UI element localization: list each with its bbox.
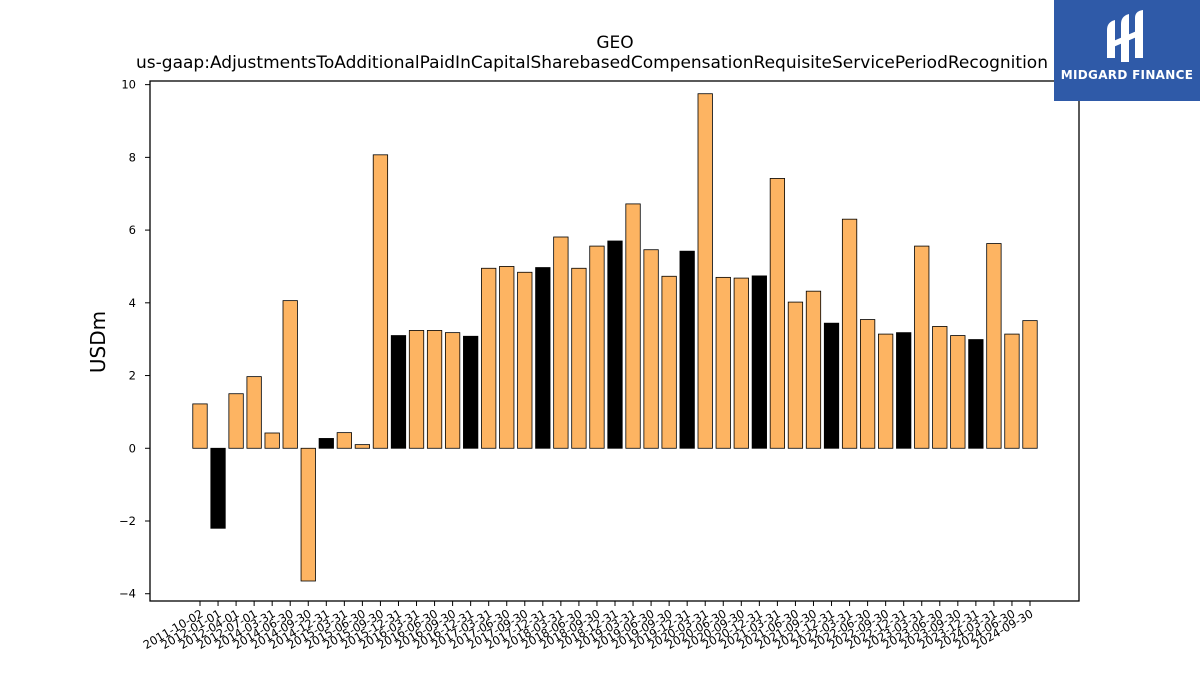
bar-2019-09-30 — [661, 275, 677, 449]
bar-2018-06-30 — [571, 267, 587, 449]
bar-2022-12-31 — [896, 332, 912, 449]
bar-2015-12-31 — [390, 335, 407, 449]
y-tick-label: −4 — [119, 587, 136, 601]
bar-2019-03-31 — [625, 203, 641, 449]
y-tick-label: −2 — [119, 514, 136, 528]
plot-frame — [149, 80, 1080, 602]
bar-2024-06-30 — [1004, 333, 1020, 449]
bar-2022-09-30 — [878, 333, 894, 449]
bar-2014-06-30 — [282, 300, 298, 449]
bar-2017-12-31 — [535, 267, 551, 449]
x-axis-ticks: 2011-10-022012-01-012012-04-012012-07-01… — [141, 601, 1036, 652]
bar-2016-06-30 — [426, 330, 443, 449]
bar-2019-06-30 — [643, 249, 659, 449]
bar-2020-09-30 — [733, 277, 749, 449]
bar-2024-03-31 — [986, 243, 1002, 449]
bar-2020-12-31 — [751, 275, 767, 449]
bar-2018-03-31 — [553, 236, 569, 449]
bar-2021-06-30 — [787, 301, 804, 449]
bar-2018-09-30 — [589, 245, 605, 449]
y-axis-label: USDm — [86, 311, 110, 373]
bar-2012-07-01 — [246, 376, 262, 449]
bar-2023-12-31 — [968, 339, 984, 449]
bar-2017-09-30 — [517, 271, 533, 449]
chart-subtitle: us-gaap:AdjustmentsToAdditionalPaidInCap… — [136, 53, 1048, 73]
midgard-logo-icon — [1107, 10, 1143, 62]
bar-2015-03-31 — [336, 432, 352, 449]
bar-2020-06-30 — [715, 276, 731, 449]
bar-2016-03-31 — [408, 330, 425, 449]
bar-2020-03-31 — [697, 93, 713, 449]
bar-2019-12-31 — [679, 250, 695, 449]
bar-2016-12-31 — [463, 335, 479, 449]
logo-badge: MIDGARD FINANCE — [1054, 0, 1200, 101]
bar-2016-09-30 — [444, 332, 461, 449]
y-tick-label: 0 — [129, 441, 136, 455]
bar-2014-03-31 — [264, 432, 280, 449]
bar-2021-03-31 — [769, 178, 786, 449]
bar-2023-09-30 — [950, 335, 966, 449]
chart-title: GEO — [596, 33, 633, 53]
y-tick-label: 4 — [129, 296, 136, 310]
bar-2021-12-31 — [823, 322, 840, 449]
bar-2021-09-30 — [805, 290, 822, 449]
bar-2023-03-31 — [914, 245, 930, 449]
bars-group — [192, 93, 1038, 582]
bar-2023-06-30 — [932, 326, 948, 449]
bar-2022-06-30 — [859, 319, 876, 449]
bar-2012-01-01 — [210, 447, 226, 529]
bar-2012-04-01 — [228, 393, 244, 449]
bar-2024-09-30 — [1022, 320, 1038, 449]
bar-2014-12-31 — [318, 438, 334, 449]
y-tick-label: 8 — [129, 150, 136, 164]
bar-2014-09-30 — [300, 447, 316, 582]
bar-2017-06-30 — [499, 266, 515, 449]
bar-2018-12-31 — [607, 240, 623, 449]
logo-text: MIDGARD FINANCE — [1060, 68, 1194, 82]
y-axis-ticks: −4 −2 0 2 4 6 8 10 — [119, 78, 150, 601]
bar-2011-10-02 — [192, 403, 208, 449]
bar-2022-03-31 — [841, 218, 858, 449]
y-tick-label: 10 — [121, 78, 136, 92]
y-tick-label: 2 — [129, 369, 136, 383]
bar-2017-03-31 — [481, 267, 497, 449]
bar-2015-09-30 — [372, 154, 389, 449]
bar-2015-06-30 — [354, 444, 371, 449]
y-tick-label: 6 — [129, 223, 136, 237]
